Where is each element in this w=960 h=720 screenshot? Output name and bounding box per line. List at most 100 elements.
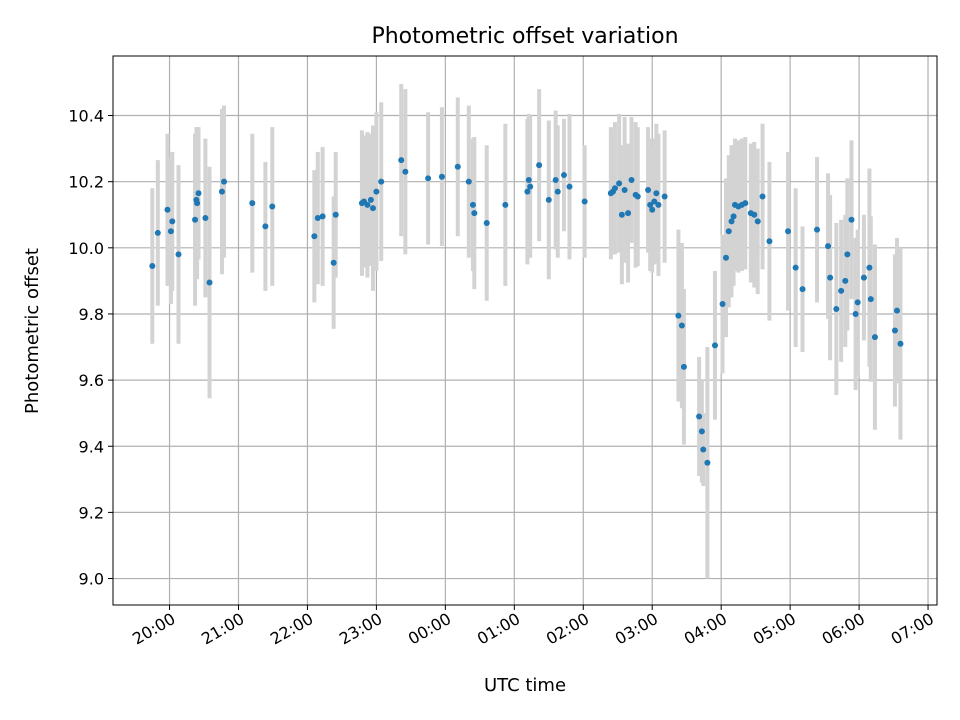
data-point (175, 251, 182, 258)
x-tick-label: 20:00 (129, 609, 178, 649)
data-point (661, 193, 668, 200)
y-tick-label: 9.8 (79, 305, 104, 324)
data-point (206, 279, 213, 286)
data-point (438, 173, 445, 180)
data-point (192, 216, 199, 223)
data-point (852, 310, 859, 317)
data-point (700, 446, 707, 453)
data-point (454, 163, 461, 170)
data-point (678, 322, 685, 329)
data-point (696, 413, 703, 420)
data-point (169, 218, 176, 225)
data-point (314, 215, 321, 222)
y-tick-label: 9.6 (79, 371, 104, 390)
y-tick-label: 10.4 (68, 107, 104, 126)
data-point (759, 193, 766, 200)
data-point (167, 228, 174, 235)
x-tick-label: 03:00 (612, 609, 661, 649)
data-point (704, 459, 711, 466)
data-point (838, 287, 845, 294)
x-tick-label: 01:00 (474, 609, 523, 649)
y-axis-ticks: 9.0 9.2 9.4 9.6 9.8 10.0 10.2 10.4 (68, 107, 113, 589)
data-point (218, 188, 225, 195)
x-tick-label: 22:00 (267, 609, 316, 649)
data-point (891, 327, 898, 334)
data-point (655, 201, 662, 208)
data-point (634, 193, 641, 200)
data-point (536, 162, 543, 169)
data-point (269, 203, 276, 210)
data-point (330, 259, 337, 266)
chart-title: Photometric offset variation (371, 24, 678, 49)
data-point (698, 428, 705, 435)
x-axis-ticks: 20:00 21:00 22:00 23:00 00:00 01:00 02:00 03:00… (129, 605, 937, 649)
data-point (552, 177, 559, 184)
data-point (378, 178, 385, 185)
y-tick-label: 9.0 (79, 570, 104, 589)
data-point (469, 201, 476, 208)
x-tick-label: 00:00 (405, 609, 454, 649)
data-point (618, 211, 625, 218)
data-point (367, 196, 374, 203)
x-tick-label: 06:00 (819, 609, 868, 649)
data-point (194, 200, 201, 207)
data-point (719, 301, 726, 308)
data-point (373, 188, 380, 195)
y-axis-label: Photometric offset (22, 248, 43, 414)
data-point (792, 264, 799, 271)
data-point (866, 264, 873, 271)
data-point (649, 206, 656, 213)
plot-area-frame (112, 55, 938, 606)
data-point (842, 277, 849, 284)
data-point (471, 210, 478, 217)
data-point (554, 188, 561, 195)
data-point (675, 312, 682, 319)
data-point (799, 286, 806, 293)
data-point (723, 254, 730, 261)
data-point (844, 251, 851, 258)
y-tick-label: 10.0 (68, 239, 104, 258)
data-point (195, 190, 202, 197)
data-point (651, 198, 658, 205)
data-point (894, 307, 901, 314)
x-tick-label: 04:00 (681, 609, 730, 649)
data-point (825, 243, 832, 250)
data-point (164, 206, 171, 213)
data-point (402, 168, 409, 175)
data-point (149, 263, 156, 270)
data-point (860, 274, 867, 281)
data-point (524, 188, 531, 195)
data-point (742, 200, 749, 207)
x-axis-label: UTC time (484, 675, 566, 696)
data-point (871, 334, 878, 341)
data-point (311, 233, 318, 240)
data-point (785, 228, 792, 235)
data-point (728, 218, 735, 225)
data-point (332, 211, 339, 218)
data-point (425, 175, 432, 182)
data-point (730, 213, 737, 220)
data-point (833, 306, 840, 313)
data-point (725, 228, 732, 235)
x-tick-label: 02:00 (543, 609, 592, 649)
data-point (854, 299, 861, 306)
grid-lines (113, 56, 937, 605)
data-point (560, 172, 567, 179)
x-tick-label: 23:00 (336, 609, 385, 649)
data-point (527, 183, 534, 190)
y-tick-label: 9.4 (79, 437, 104, 456)
data-point (465, 178, 472, 185)
data-point (581, 198, 588, 205)
data-point (897, 340, 904, 347)
data-point (766, 238, 773, 245)
data-point (711, 342, 718, 349)
data-point (483, 220, 490, 227)
data-point (545, 196, 552, 203)
data-point (628, 177, 635, 184)
x-tick-label: 21:00 (198, 609, 247, 649)
data-point (625, 210, 632, 217)
data-point (814, 226, 821, 233)
data-point (827, 274, 834, 281)
data-points (149, 157, 904, 466)
data-point (202, 215, 209, 222)
